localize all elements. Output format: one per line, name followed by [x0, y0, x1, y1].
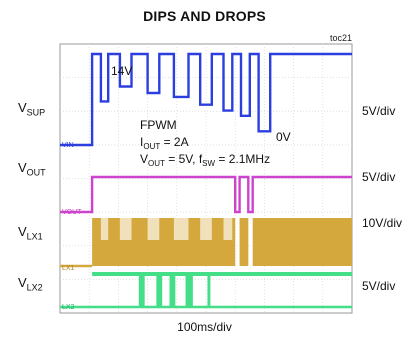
annotation-mode: FPWM: [140, 118, 177, 132]
trace-vlx1-notch: [100, 218, 109, 240]
scale-vsup: 5V/div: [362, 104, 396, 118]
annotation-iout: IOUT = 2A: [140, 135, 189, 151]
trace-vlx1-notch: [173, 218, 189, 240]
channel-label-vout: VOUT: [18, 160, 46, 178]
scale-vlx1: 10V/div: [362, 216, 403, 230]
trace-vlx2-burst: [169, 276, 176, 307]
trace-vlx1-notch: [147, 218, 160, 240]
annotation-vout-fsw: VOUT = 5V, fSW = 2.1MHz: [140, 152, 270, 168]
traces: [60, 52, 353, 309]
trace-vout: [60, 175, 352, 214]
trace-vlx2-burst: [138, 276, 145, 307]
trace-vlx2-burst: [207, 276, 211, 307]
trace-vlx2-burst: [156, 276, 163, 307]
tag-lx1: LX1: [62, 265, 75, 272]
trace-vlx1-band: [252, 218, 352, 266]
scale-vlx2: 5V/div: [362, 279, 396, 293]
tag-vin: VIN: [62, 142, 74, 149]
channel-label-vsup: VSUP: [18, 100, 46, 118]
scale-vout: 5V/div: [362, 170, 396, 184]
trace-vlx1-notch: [223, 218, 233, 240]
tag-lx2: LX2: [62, 304, 75, 311]
trace-vlx1-notch: [119, 218, 132, 240]
trace-vlx2-burst: [185, 276, 193, 307]
time-scale-label: 100ms/div: [177, 320, 232, 334]
vsup-high-level-label: 14V: [111, 64, 132, 78]
channel-label-vlx2: VLX2: [18, 275, 43, 293]
trace-vlx1-notch: [200, 218, 212, 240]
figure-id: toc21: [330, 33, 353, 43]
vsup-low-level-label: 0V: [276, 130, 291, 144]
tag-vout: VOUT: [62, 209, 82, 216]
trace-vlx1-band: [92, 218, 236, 266]
trace-vsup: [60, 52, 352, 147]
trace-vlx1-band: [239, 218, 249, 266]
trace-vlx2-top: [92, 272, 353, 276]
chart-title: DIPS AND DROPS: [143, 8, 266, 24]
channel-label-vlx1: VLX1: [18, 224, 43, 242]
